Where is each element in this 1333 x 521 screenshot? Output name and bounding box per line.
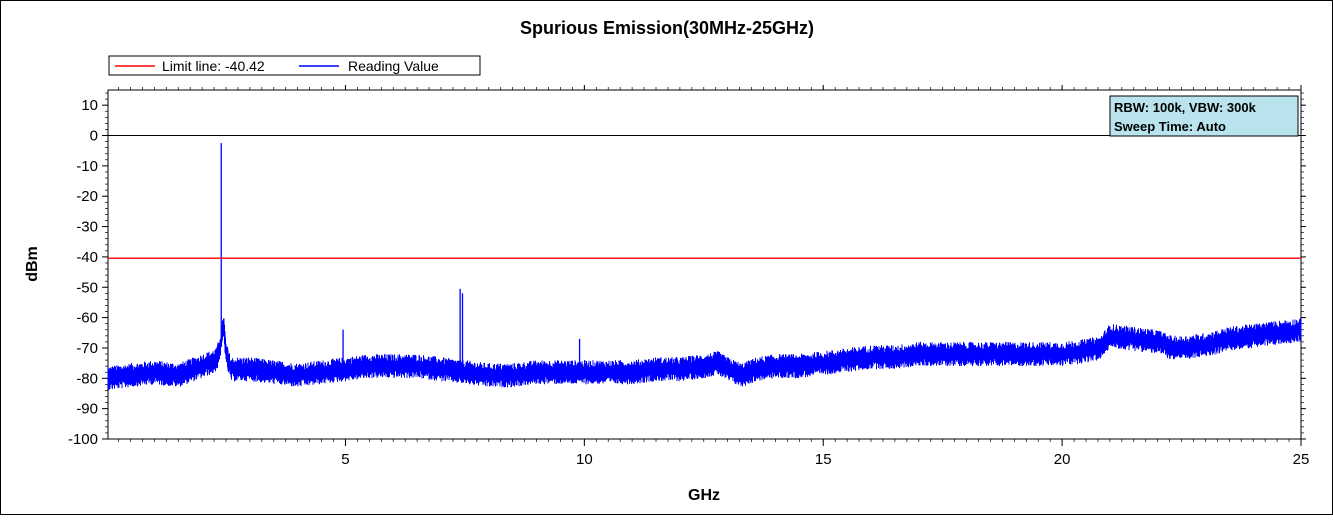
y-tick-label: -60: [76, 310, 98, 327]
plot-area: [107, 89, 1302, 440]
x-axis-title: GHz: [688, 487, 720, 504]
info-rbw-vbw: RBW: 100k, VBW: 300k: [1114, 100, 1257, 115]
reading-value-trace: [107, 317, 1302, 391]
y-tick-label: -80: [76, 370, 98, 387]
y-tick-label: -70: [76, 340, 98, 357]
x-axis: 5 10 15 20 25: [341, 85, 1309, 468]
x-tick-label: 20: [1054, 451, 1071, 468]
legend-reading-label: Reading Value: [348, 58, 439, 74]
legend-limit-label: Limit line: -40.42: [162, 58, 265, 74]
info-box-bg: [1109, 95, 1299, 137]
y-tick-label: -10: [76, 158, 98, 175]
y-tick-label: -50: [76, 279, 98, 296]
y-tick-label: 0: [90, 128, 98, 145]
x-tick-label: 10: [576, 451, 593, 468]
x-tick-label: 15: [815, 451, 832, 468]
y-tick-label: -20: [76, 188, 98, 205]
y-tick-label: -90: [76, 401, 98, 418]
y-tick-label: 10: [81, 97, 98, 114]
y-axis-title: dBm: [24, 246, 41, 282]
info-sweep-time: Sweep Time: Auto: [1114, 119, 1226, 134]
y-tick-label: -100: [68, 431, 98, 448]
x-tick-label: 25: [1293, 451, 1310, 468]
x-tick-label: 5: [341, 451, 349, 468]
y-tick-label: -40: [76, 249, 98, 266]
rbw-vbw-info-box: RBW: 100k, VBW: 300k Sweep Time: Auto: [1109, 95, 1299, 137]
reading-spikes: [220, 143, 581, 373]
legend-box: [108, 55, 481, 76]
y-axis: 10 0 -10 -20 -30 -40 -50 -60 -70 -80 -90 -100: [68, 97, 1306, 448]
legend: Limit line: -40.42 Reading Value: [108, 55, 481, 76]
chart-title: Spurious Emission(30MHz-25GHz): [520, 18, 814, 38]
y-tick-label: -30: [76, 219, 98, 236]
